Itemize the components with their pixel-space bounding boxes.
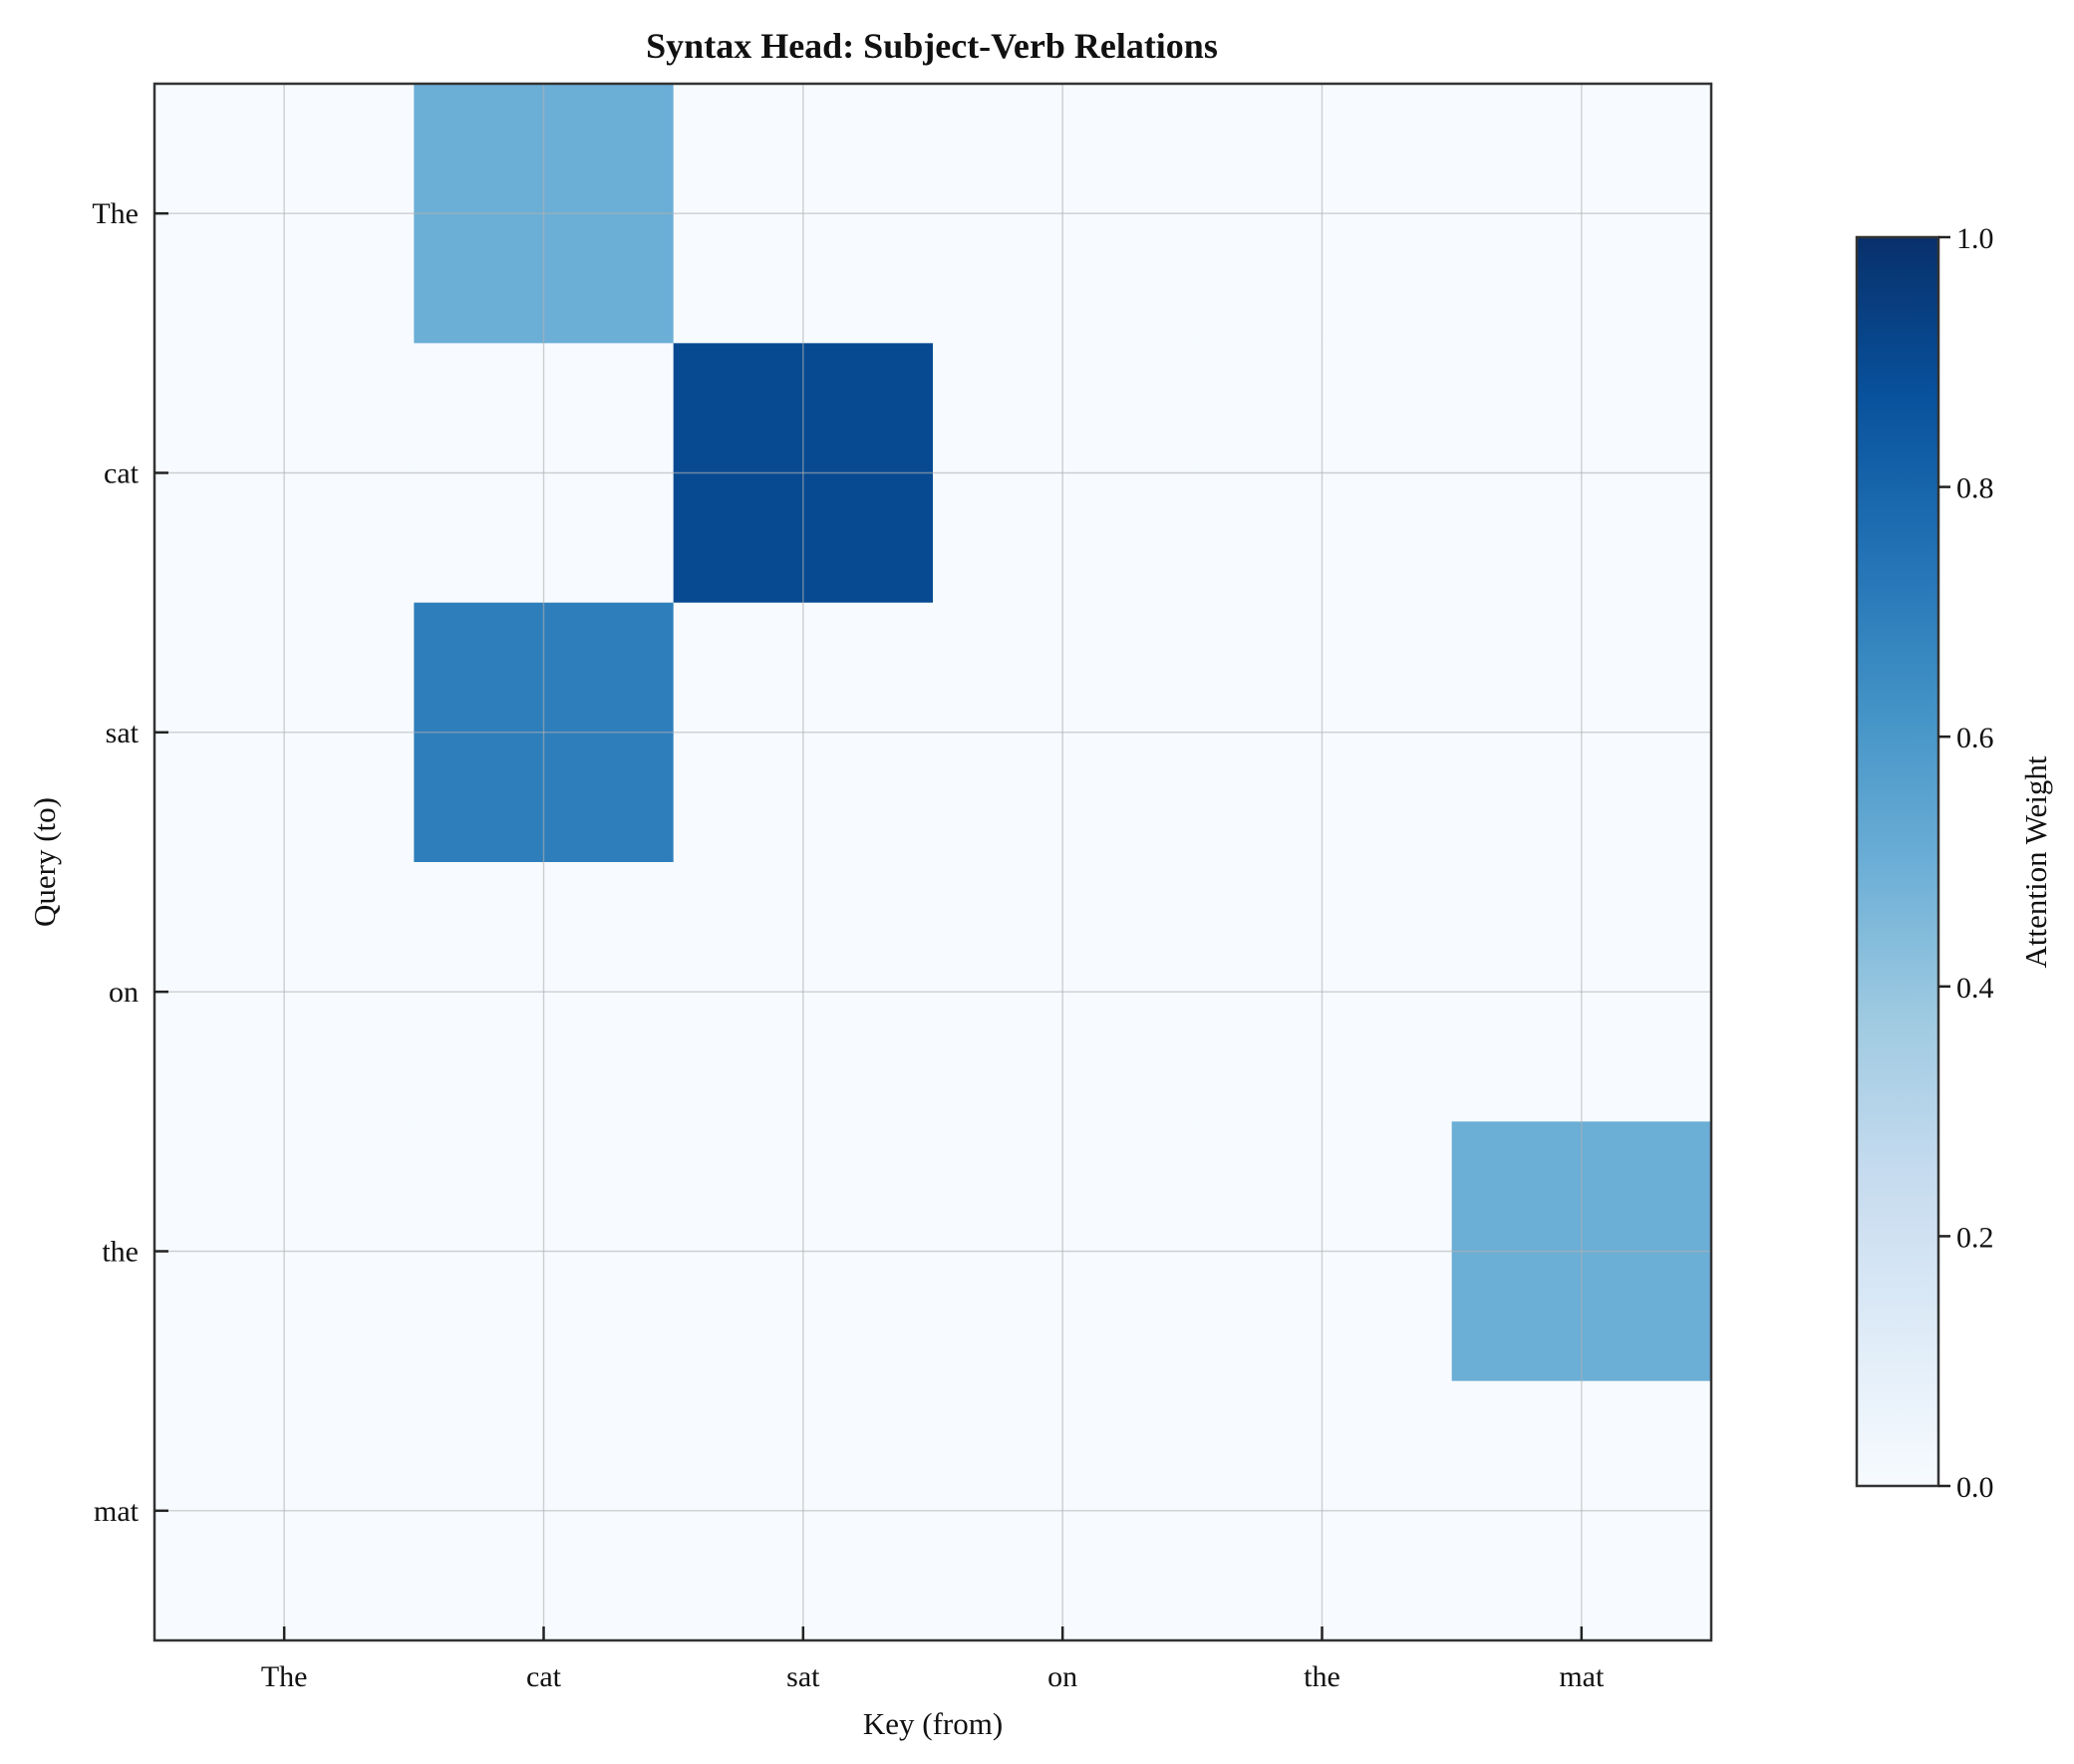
heatmap-grid <box>154 84 1711 1640</box>
x-axis-label: Key (from) <box>863 1706 1003 1741</box>
y-tick-label: The <box>92 197 139 230</box>
plot-frame <box>152 82 1713 1642</box>
x-tick-label: cat <box>526 1660 562 1693</box>
y-tick-label: cat <box>104 457 140 490</box>
y-axis-ticks: The cat sat on the mat <box>92 197 168 1528</box>
colorbar <box>1855 235 1940 1488</box>
colorbar-tick-label: 0.8 <box>1956 472 1994 505</box>
colorbar-ticks: 0.0 0.2 0.4 0.6 0.8 1.0 <box>1938 222 1994 1504</box>
x-tick-label: the <box>1304 1660 1340 1693</box>
colorbar-tick-label: 0.6 <box>1956 722 1994 754</box>
x-tick-label: sat <box>786 1660 820 1693</box>
y-tick-label: mat <box>94 1495 140 1528</box>
y-tick-label: the <box>102 1236 139 1269</box>
x-tick-label: The <box>261 1660 308 1693</box>
x-tick-label: on <box>1047 1660 1077 1693</box>
colorbar-tick-label: 1.0 <box>1956 222 1994 255</box>
chart-title: Syntax Head: Subject-Verb Relations <box>646 26 1218 66</box>
colorbar-tick-label: 0.4 <box>1956 972 1994 1005</box>
heatmap-cells <box>154 84 1712 1641</box>
y-axis-label: Query (to) <box>27 797 62 927</box>
colorbar-tick-label: 0.2 <box>1956 1221 1994 1254</box>
y-tick-label: sat <box>106 717 140 749</box>
colorbar-label: Attention Weight <box>2018 755 2053 968</box>
x-tick-label: mat <box>1559 1660 1605 1693</box>
x-axis-ticks: The cat sat on the mat <box>261 1626 1605 1693</box>
y-tick-label: on <box>109 976 139 1009</box>
colorbar-tick-label: 0.0 <box>1956 1471 1994 1504</box>
